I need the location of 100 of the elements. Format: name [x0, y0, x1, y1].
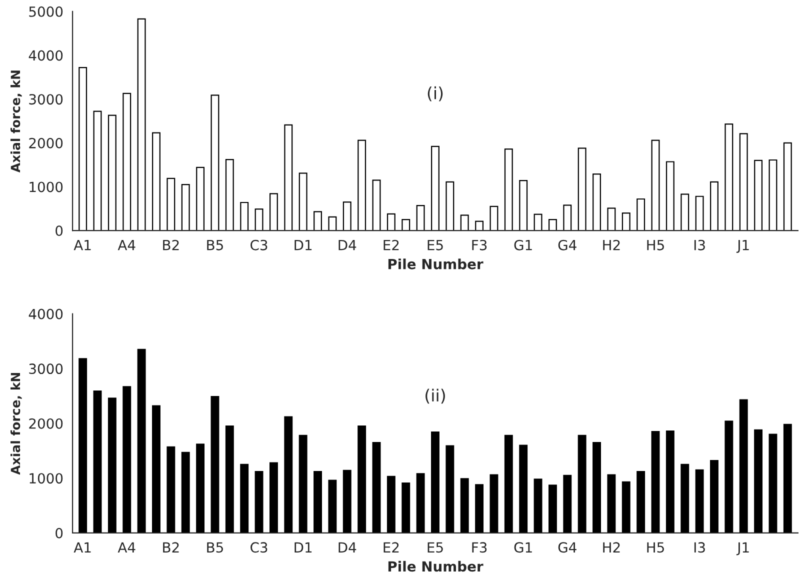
bar	[666, 430, 674, 533]
bar	[372, 180, 381, 231]
bar	[166, 178, 176, 231]
x-tick-label: D1	[294, 542, 312, 552]
bar	[504, 434, 513, 533]
bar	[402, 219, 410, 231]
bar	[342, 202, 352, 231]
bar	[210, 396, 220, 533]
bar	[122, 386, 132, 533]
bar	[225, 159, 234, 231]
bar	[298, 434, 308, 533]
bar	[475, 484, 484, 533]
x-tick-label: H2	[603, 240, 620, 250]
bar	[680, 464, 690, 533]
bar	[431, 432, 440, 533]
bar	[460, 478, 469, 533]
bar	[284, 416, 293, 533]
x-tick-label: G4	[558, 542, 576, 553]
y-axis-title: Axial force, kN	[10, 372, 22, 475]
bar	[416, 473, 425, 533]
x-tick-label: B5	[207, 542, 223, 553]
x-tick-label: A4	[118, 542, 136, 552]
bar	[210, 94, 220, 231]
x-tick-label: B5	[207, 240, 223, 250]
bar	[93, 390, 102, 533]
x-tick-label: A1	[74, 240, 91, 250]
bar	[519, 180, 528, 231]
bar	[519, 444, 528, 533]
bar	[328, 216, 337, 231]
y-tick-label: 3000	[29, 364, 63, 374]
x-tick-label: B2	[163, 542, 179, 552]
bar	[196, 444, 205, 533]
x-tick-label: D4	[338, 240, 356, 250]
bar	[783, 142, 792, 231]
bar	[636, 470, 646, 533]
bar	[314, 211, 322, 231]
annotation: (ii)	[426, 388, 445, 404]
x-tick-label: I3	[694, 542, 705, 553]
bar	[402, 482, 410, 533]
bar	[152, 405, 160, 533]
bar	[137, 18, 146, 231]
bar	[446, 181, 454, 231]
bar	[78, 358, 88, 533]
bar	[695, 469, 704, 533]
x-tick-label: A4	[118, 240, 136, 250]
x-tick-label: H5	[647, 542, 664, 553]
x-tick-label: H5	[647, 240, 664, 250]
bar	[607, 208, 616, 231]
bar	[651, 431, 660, 533]
y-tick-label: 5000	[29, 6, 63, 17]
x-tick-label: E2	[384, 542, 399, 552]
bar	[666, 161, 674, 231]
x-tick-label: F3	[472, 240, 487, 250]
x-tick-label: J1	[736, 240, 749, 253]
bar	[342, 470, 352, 533]
bar	[636, 198, 646, 231]
bar	[166, 446, 176, 533]
bar	[240, 464, 249, 533]
bar	[78, 66, 88, 231]
x-tick-label: D4	[338, 542, 356, 552]
bar	[548, 219, 557, 231]
y-tick-label: 4000	[28, 308, 63, 320]
bar	[622, 481, 630, 533]
y-tick-label: 2000	[29, 418, 63, 429]
x-tick-label: C3	[250, 542, 268, 553]
bar	[592, 442, 601, 533]
y-tick-label: 4000	[28, 50, 63, 61]
x-tick-label: I3	[694, 240, 705, 250]
bar	[181, 184, 190, 231]
bar	[152, 132, 160, 231]
bar	[137, 348, 146, 533]
bar	[108, 114, 116, 231]
x-tick-label: G4	[558, 240, 576, 250]
bar	[724, 420, 734, 533]
x-tick-label: J1	[736, 542, 749, 556]
bar	[122, 92, 132, 231]
bar	[504, 148, 513, 231]
bar	[548, 484, 557, 533]
bar	[93, 110, 102, 231]
bar	[768, 159, 778, 231]
y-tick-label: 2000	[29, 138, 63, 148]
bar	[240, 202, 249, 231]
bar	[651, 140, 660, 231]
bar	[592, 173, 601, 231]
x-tick-label: B2	[163, 240, 179, 250]
bar	[783, 424, 792, 533]
bar	[710, 181, 718, 231]
bar	[739, 133, 748, 231]
bar	[534, 478, 542, 533]
bar	[284, 124, 293, 231]
x-axis-title: Pile Number	[388, 258, 484, 270]
x-tick-label: G1	[514, 542, 532, 553]
bar	[431, 146, 440, 231]
bar	[578, 148, 586, 231]
bar	[490, 474, 498, 533]
y-tick-label: 0	[56, 528, 63, 538]
bar	[534, 214, 542, 231]
y-tick-label: 0	[56, 226, 63, 236]
y-tick-label: 3000	[29, 94, 63, 105]
bar	[446, 445, 454, 533]
